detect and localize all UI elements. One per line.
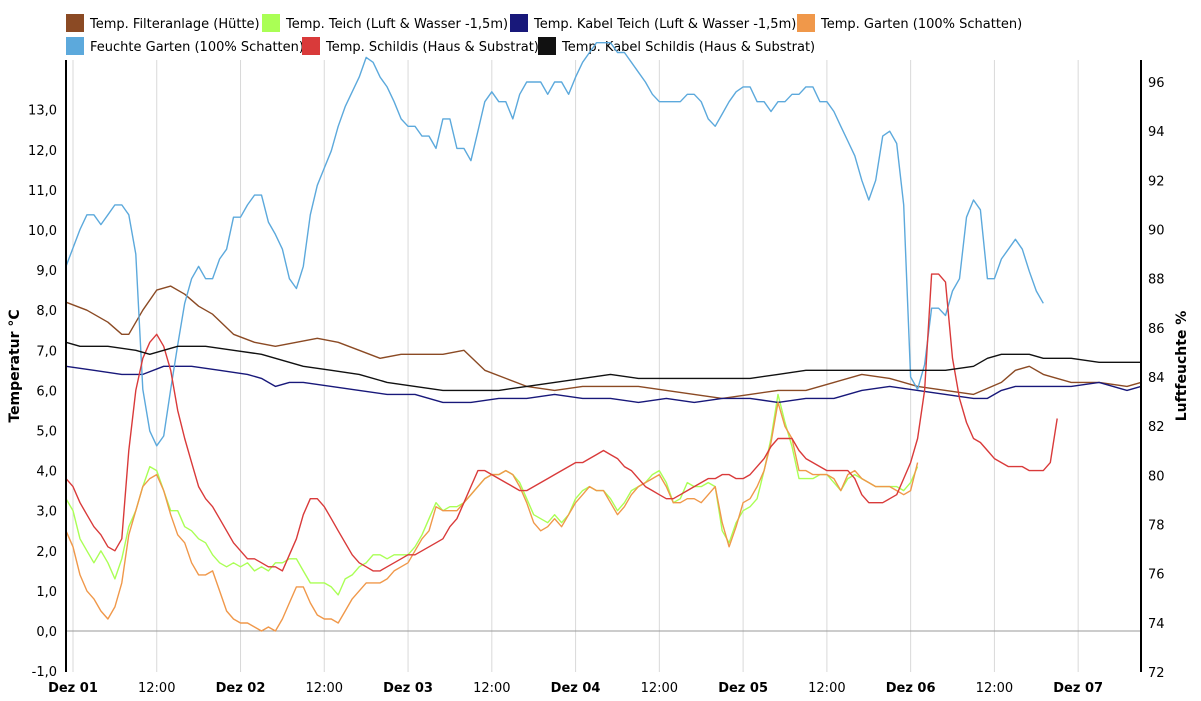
legend-item[interactable]: Temp. Garten (100% Schatten) [797, 14, 1022, 32]
y-tick-label-left: -1,0 [32, 665, 57, 680]
y-axis-label-right: Luftfeuchte % [1174, 311, 1190, 422]
x-tick-label: Dez 05 [718, 681, 768, 696]
legend-item[interactable]: Temp. Kabel Teich (Luft & Wasser -1,5m) [510, 14, 796, 32]
legend-label: Temp. Kabel Teich (Luft & Wasser -1,5m) [533, 17, 796, 32]
y-tick-label-left: 7,0 [36, 344, 57, 359]
y-tick-label-left: 13,0 [28, 104, 57, 119]
y-tick-label-left: 12,0 [28, 144, 57, 159]
x-tick-label: Dez 03 [383, 681, 433, 696]
y-tick-label-right: 72 [1148, 666, 1165, 681]
y-tick-label-left: 4,0 [36, 465, 57, 480]
x-tick-label: 12:00 [306, 681, 343, 696]
legend-label: Feuchte Garten (100% Schatten) [90, 40, 304, 55]
y-tick-label-left: 10,0 [28, 224, 57, 239]
y-tick-label-right: 82 [1148, 420, 1165, 435]
x-tick-label: Dez 06 [886, 681, 936, 696]
y-tick-label-left: 6,0 [36, 384, 57, 399]
x-tick-label: 12:00 [808, 681, 845, 696]
y-tick-label-right: 86 [1148, 322, 1165, 337]
series-line-6 [65, 341, 1141, 392]
y-tick-label-right: 94 [1148, 125, 1165, 140]
legend-swatch [66, 37, 84, 55]
y-tick-label-left: 1,0 [36, 585, 57, 600]
axes: Dez 01 12:00 Dez 02 12:00 Dez 03 12:00 Dez 04 1… [28, 60, 1165, 696]
y-tick-label-right: 76 [1148, 568, 1165, 583]
gridlines [66, 60, 1141, 672]
legend-swatch [797, 14, 815, 32]
y-tick-label-left: 11,0 [28, 184, 57, 199]
legend-swatch [262, 14, 280, 32]
y-axis-label-left: Temperatur °C [7, 309, 23, 422]
legend-label: Temp. Teich (Luft & Wasser -1,5m) [285, 17, 508, 32]
legend-label: Temp. Filteranlage (Hütte) [89, 17, 260, 32]
legend-label: Temp. Kabel Schildis (Haus & Substrat) [561, 40, 815, 55]
y-tick-label-left: 9,0 [36, 264, 57, 279]
legend-swatch [538, 37, 556, 55]
x-tick-label: Dez 07 [1053, 681, 1103, 696]
legend-item[interactable]: Temp. Kabel Schildis (Haus & Substrat) [538, 37, 815, 55]
y-tick-label-right: 92 [1148, 174, 1165, 189]
x-tick-label: Dez 04 [551, 681, 601, 696]
legend-item[interactable]: Temp. Teich (Luft & Wasser -1,5m) [262, 14, 508, 32]
y-tick-label-right: 74 [1148, 617, 1165, 632]
x-tick-label: Dez 01 [48, 681, 98, 696]
y-tick-label-right: 88 [1148, 273, 1165, 288]
y-tick-label-right: 78 [1148, 519, 1165, 534]
series-line-4 [65, 42, 1044, 447]
series-line-2 [65, 365, 1142, 404]
legend-item[interactable]: Temp. Schildis (Haus & Substrat) [302, 37, 539, 55]
y-tick-label-right: 84 [1148, 371, 1165, 386]
x-tick-label: 12:00 [138, 681, 175, 696]
legend-label: Temp. Schildis (Haus & Substrat) [325, 40, 539, 55]
x-tick-label: 12:00 [976, 681, 1013, 696]
series-line-0 [65, 285, 1142, 400]
legend-label: Temp. Garten (100% Schatten) [820, 17, 1022, 32]
y-tick-label-left: 2,0 [36, 545, 57, 560]
y-tick-label-right: 80 [1148, 469, 1165, 484]
y-tick-label-left: 8,0 [36, 304, 57, 319]
legend-swatch [510, 14, 528, 32]
x-tick-label: 12:00 [473, 681, 510, 696]
legend: Temp. Filteranlage (Hütte) Temp. Teich (L… [66, 14, 1022, 55]
x-tick-label: 12:00 [641, 681, 678, 696]
series-lines [65, 42, 1142, 632]
y-tick-label-right: 90 [1148, 224, 1165, 239]
y-tick-label-left: 3,0 [36, 505, 57, 520]
legend-swatch [66, 14, 84, 32]
y-tick-label-left: 0,0 [36, 625, 57, 640]
series-line-5 [65, 273, 1058, 572]
legend-item[interactable]: Feuchte Garten (100% Schatten) [66, 37, 304, 55]
y-tick-label-left: 5,0 [36, 425, 57, 440]
y-tick-label-right: 96 [1148, 76, 1165, 91]
x-tick-label: Dez 02 [216, 681, 266, 696]
legend-swatch [302, 37, 320, 55]
legend-item[interactable]: Temp. Filteranlage (Hütte) [66, 14, 260, 32]
